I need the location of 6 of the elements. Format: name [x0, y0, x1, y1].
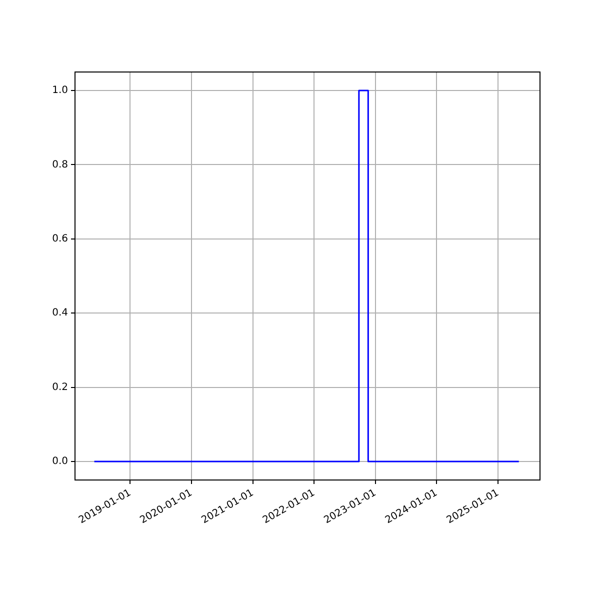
y-tick-label: 1.0 — [52, 85, 68, 96]
y-tick-label: 0.4 — [52, 308, 68, 319]
y-tick-label: 0.2 — [52, 382, 68, 393]
y-tick-label: 0.0 — [52, 456, 68, 468]
y-tick-label: 0.8 — [52, 159, 68, 170]
y-tick-label: 0.6 — [52, 234, 68, 245]
